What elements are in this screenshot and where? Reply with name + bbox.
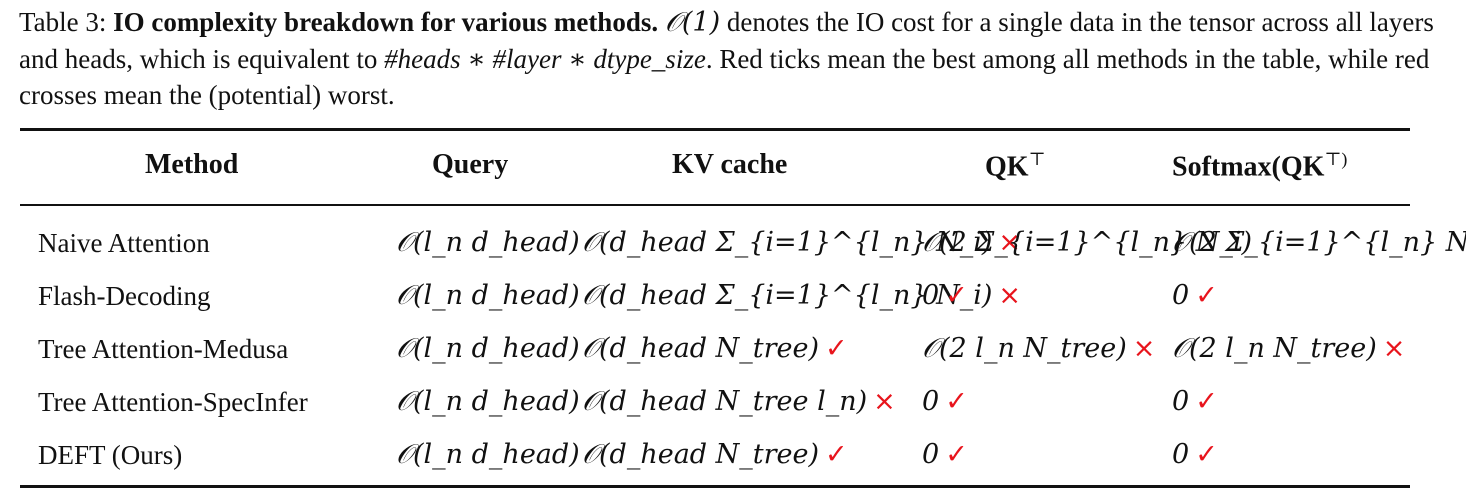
cross-icon: × [1382,333,1406,364]
check-icon: ✓ [1195,386,1218,417]
caption-text-2: . Red ticks mean the best among all meth… [19,44,1430,110]
row-qk-value: 0 [922,280,940,311]
row-query: 𝒪(l_n d_head) [396,439,580,470]
header-qk-text: QK [985,151,1029,183]
row-qk-value: 0 [922,439,940,470]
check-icon: ✓ [945,280,968,311]
check-icon: ✓ [825,439,848,470]
header-softmax-text: Softmax(QK [1172,151,1325,183]
row-kv-value: 𝒪(d_head Σ_{i=1}^{l_n} N_i) [582,227,993,258]
row-softmax: 𝒪(2 Σ_{i=1}^{l_n} N_i) [1172,226,1466,260]
row-softmax: 0 ✓ [1172,438,1218,472]
cross-icon: × [873,386,896,417]
row-query: 𝒪(l_n d_head) [396,227,580,258]
row-query: 𝒪(l_n d_head) [396,333,580,364]
row-qk: 0 ✓ [922,438,968,472]
row-kv: 𝒪(d_head N_tree) ✓ [582,438,848,472]
row-method: Flash-Decoding [38,281,211,311]
header-softmax: Softmax(QK⊤) [1172,149,1347,183]
caption-text-1: denotes the IO cost for a single data in… [19,7,1434,74]
header-qk-sup: ⊤ [1028,149,1046,169]
header-softmax-sup: ⊤) [1324,149,1348,169]
row-method: DEFT (Ours) [38,440,183,470]
header-kv-cache: KV cache [672,149,788,180]
table-top-rule [20,128,1410,131]
row-qk: 𝒪(2 l_n N_tree) × [922,332,1155,366]
table-bottom-rule [20,485,1410,488]
row-softmax: 𝒪(2 l_n N_tree) × [1172,332,1405,366]
row-query: 𝒪(l_n d_head) [396,280,580,311]
row-kv: 𝒪(d_head N_tree l_n) × [582,385,896,419]
header-method: Method [145,149,239,180]
caption-label: Table 3: [19,7,107,37]
header-query: Query [432,149,509,180]
row-softmax-value: 0 [1172,386,1190,417]
table-header-rule [20,204,1410,206]
cross-icon: × [998,280,1022,311]
row-qk: 0 ✓ [922,279,968,313]
row-qk-value: 0 [922,386,940,417]
row-qk-value: 𝒪(2 Σ_{i=1}^{l_n} N_i) [922,227,1253,258]
caption-o1: 𝒪(1) [664,7,721,38]
row-kv: 𝒪(d_head N_tree) ✓ [582,332,848,366]
row-kv-value: 𝒪(d_head Σ_{i=1}^{l_n} N_i) [582,280,993,311]
row-softmax-value: 𝒪(2 l_n N_tree) [1172,333,1377,364]
row-method: Tree Attention-Medusa [38,334,289,364]
check-icon: ✓ [945,439,968,470]
table-caption: Table 3: IO complexity breakdown for var… [19,4,1439,113]
check-icon: ✓ [825,333,848,364]
caption-title: IO complexity breakdown for various meth… [113,7,659,37]
header-qk: QK⊤ [985,149,1046,183]
row-qk-value: 𝒪(2 l_n N_tree) [922,333,1127,364]
row-kv: 𝒪(d_head Σ_{i=1}^{l_n} N_i) × [582,279,1021,313]
row-method: Tree Attention-SpecInfer [38,387,308,417]
row-kv-value: 𝒪(d_head N_tree) [582,333,820,364]
row-softmax: 0 ✓ [1172,385,1218,419]
row-softmax-value: 0 [1172,439,1190,470]
cross-icon: × [998,227,1022,258]
row-kv: 𝒪(d_head Σ_{i=1}^{l_n} N_i) × [582,226,1021,260]
row-qk: 0 ✓ [922,385,968,419]
row-method: Naive Attention [38,228,210,258]
caption-formula: #heads ∗ #layer ∗ dtype_size [384,44,706,74]
row-softmax-value: 𝒪(2 Σ_{i=1}^{l_n} N_i) [1172,227,1466,258]
row-softmax: 0 ✓ [1172,279,1218,313]
check-icon: ✓ [945,386,968,417]
check-icon: ✓ [1195,280,1218,311]
row-kv-value: 𝒪(d_head N_tree) [582,439,820,470]
check-icon: ✓ [1195,439,1218,470]
cross-icon: × [1132,333,1156,364]
row-query: 𝒪(l_n d_head) [396,386,580,417]
row-softmax-value: 0 [1172,280,1190,311]
row-kv-value: 𝒪(d_head N_tree l_n) [582,386,868,417]
row-qk: 𝒪(2 Σ_{i=1}^{l_n} N_i) [922,226,1258,260]
